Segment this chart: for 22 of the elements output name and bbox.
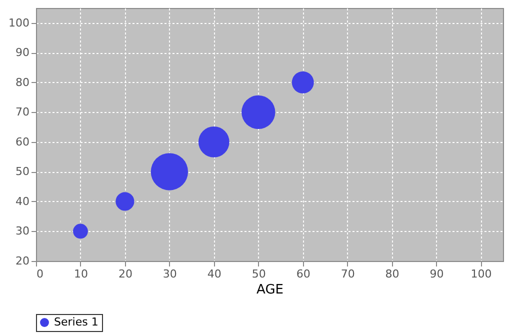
y-tick-label: 50 bbox=[16, 165, 30, 178]
legend-label: Series 1 bbox=[54, 316, 98, 328]
x-tick-label: 20 bbox=[118, 268, 132, 280]
x-tick-label: 10 bbox=[74, 268, 88, 280]
x-tick-label: 60 bbox=[296, 268, 310, 280]
y-tick-label: 90 bbox=[16, 46, 30, 60]
x-tick-label: 30 bbox=[162, 268, 177, 280]
x-tick-label: 100 bbox=[470, 268, 492, 280]
y-tick-label: 70 bbox=[16, 106, 30, 119]
x-tick-label: 50 bbox=[252, 268, 266, 280]
x-tick-label: 90 bbox=[430, 268, 444, 280]
x-tick-label: 0 bbox=[36, 268, 44, 280]
x-axis-title: AGE bbox=[256, 282, 284, 298]
y-tick-label: 60 bbox=[16, 135, 30, 148]
x-tick-label: 70 bbox=[340, 268, 355, 280]
y-tick-label: 80 bbox=[16, 76, 30, 89]
y-tick-label: 40 bbox=[16, 194, 30, 208]
x-tick-label: 40 bbox=[207, 268, 222, 280]
y-tick-label: 30 bbox=[16, 224, 30, 238]
y-tick-label: 100 bbox=[8, 16, 30, 30]
y-tick-label: 20 bbox=[16, 254, 30, 268]
x-tick-label: 80 bbox=[385, 268, 400, 280]
